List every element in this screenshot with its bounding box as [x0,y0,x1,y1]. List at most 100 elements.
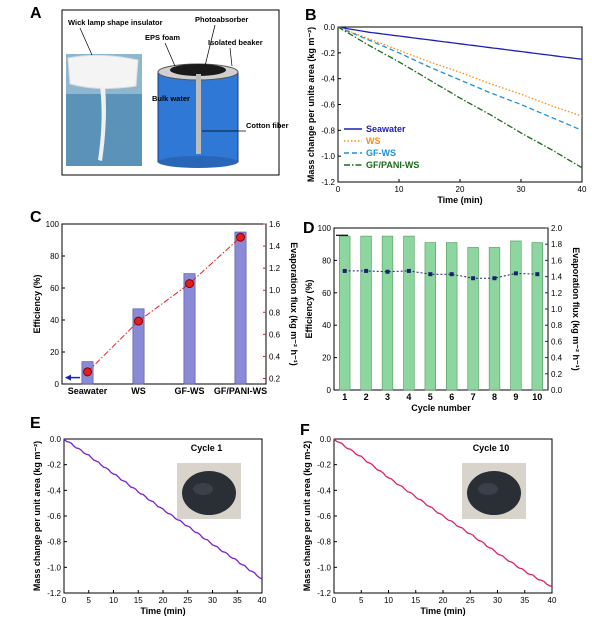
D-y-tick-label: 60 [322,289,331,298]
E-y-tick-label: 0.0 [50,435,62,444]
D-x-axis-label: Cycle number [411,403,471,413]
D-bar-6 [467,247,479,391]
C-y-tick-label: 60 [50,284,59,293]
photoabsorber-shape [170,64,226,76]
E-series-line-0 [63,438,263,580]
D-y2-tick-label: 0.6 [551,337,563,346]
B-x-tick-label: 40 [578,185,587,194]
chart-c: Seawater WS GF-WS GF/PANI-WS 0 20 40 60 80 100 0.2… [32,220,299,396]
D-flux-point-2 [385,269,390,274]
B-y-tick-label: -0.6 [321,101,335,110]
B-x-tick-label: 0 [336,185,341,194]
F-y-tick-label: -0.2 [317,461,331,470]
C-bar-3 [234,231,247,385]
C-category-label-0: Seawater [68,386,108,396]
D-category-label-9: 10 [532,392,542,402]
wick-insulator-shape [67,54,139,90]
D-flux-point-7 [492,276,497,281]
D-y2-tick-label: 0.2 [551,370,563,379]
F-x-tick-label: 10 [384,596,393,605]
E-x-tick-label: 35 [233,596,242,605]
F-x-axis-label: Time (min) [420,606,465,616]
E-y-tick-label: -0.8 [47,538,61,547]
F-x-tick-label: 25 [466,596,475,605]
D-category-label-1: 2 [364,392,369,402]
b-legend-label-0: Seawater [366,124,406,134]
C-y2-tick-label: 0.6 [269,330,281,339]
B-series-line-0 [337,26,583,60]
F-y-tick-label: 0.0 [320,435,332,444]
label-eps: EPS foam [145,33,180,42]
B-y-tick-label: 0.0 [324,23,336,32]
C-category-label-1: WS [131,386,146,396]
F-x-tick-label: 0 [332,596,337,605]
e-photo-texture [193,483,213,495]
C-plot-frame [61,223,267,385]
C-bar-2 [183,273,196,385]
f-photo-texture [478,483,498,495]
D-bar-8 [510,240,522,391]
D-flux-point-3 [406,268,411,273]
D-y2-axis-label: Evaporation flux (kg m⁻² h⁻¹) [571,247,581,371]
D-y2-tick-label: 1.4 [551,273,563,282]
C-y-tick-label: 0 [55,380,60,389]
D-bar-9 [531,242,543,391]
D-y2-tick-label: 1.8 [551,240,563,249]
C-category-label-2: GF-WS [175,386,205,396]
D-flux-point-8 [513,271,518,276]
D-bar-7 [488,247,501,391]
C-category-label-3: GF/PANI-WS [214,386,267,396]
F-x-tick-label: 40 [548,596,557,605]
b-legend-label-2: GF-WS [366,148,396,158]
E-x-tick-label: 5 [87,596,92,605]
panel-letter-c: C [30,209,42,226]
B-y-tick-label: -0.8 [321,126,335,135]
leader-beaker [229,47,233,67]
D-y2-tick-label: 0.8 [551,321,563,330]
C-flux-line [87,236,241,373]
E-y-tick-label: -0.2 [47,461,61,470]
F-y-axis-label: Mass change per unit area (kg m-2) [302,441,312,592]
B-y-tick-label: -1.0 [321,152,335,161]
F-y-tick-label: -0.8 [317,538,331,547]
F-x-tick-label: 5 [359,596,364,605]
leader-eps [164,42,176,67]
D-bar-1 [360,235,372,391]
C-y2-tick-label: 1.4 [269,242,281,251]
panel-letter-d: D [303,220,315,237]
C-y2-tick-label: 0.4 [269,352,281,361]
D-y2-tick-label: 1.0 [551,305,563,314]
D-bar-4 [424,242,436,391]
D-flux-point-0 [342,268,347,273]
D-y-tick-label: 100 [318,224,332,233]
C-bar-1 [132,308,145,385]
D-category-label-5: 6 [449,392,454,402]
F-series-line-0 [333,438,553,588]
D-bar-0 [339,235,351,391]
chart-e: 0 5 10 15 20 25 30 35 40 0.0 -0.2 -0.4 -0.6 -0.8 -1.0 -… [32,435,267,616]
C-y2-tick-label: 0.2 [269,374,281,383]
b-legend-label-3: GF/PANI-WS [366,160,419,170]
F-y-tick-label: -0.4 [317,486,331,495]
B-plot-frame [337,26,583,183]
F-x-tick-label: 30 [493,596,502,605]
C-y-tick-label: 100 [46,220,60,229]
leader-wick [79,27,93,56]
C-flux-point-0 [83,367,92,377]
F-y-tick-label: -0.6 [317,512,331,521]
E-y-axis-label: Mass change per unit area (kg m⁻²) [32,441,42,591]
beaker-bottom [158,156,238,168]
C-y-tick-label: 80 [50,252,59,261]
C-y2-tick-label: 1.0 [269,286,281,295]
C-flux-point-2 [185,279,194,289]
E-y-tick-label: -1.0 [47,563,61,572]
F-x-tick-label: 20 [439,596,448,605]
F-chart-title: Cycle 10 [473,443,510,453]
c-arrow-left-head [65,374,71,381]
C-y-tick-label: 20 [50,348,59,357]
C-y2-tick-label: 1.6 [269,220,281,229]
D-flux-point-9 [535,272,540,277]
E-y-tick-label: -0.6 [47,512,61,521]
E-x-tick-label: 15 [134,596,143,605]
panel-a-schematic: Wick lamp shape insulator Photoabsorber … [61,9,289,176]
